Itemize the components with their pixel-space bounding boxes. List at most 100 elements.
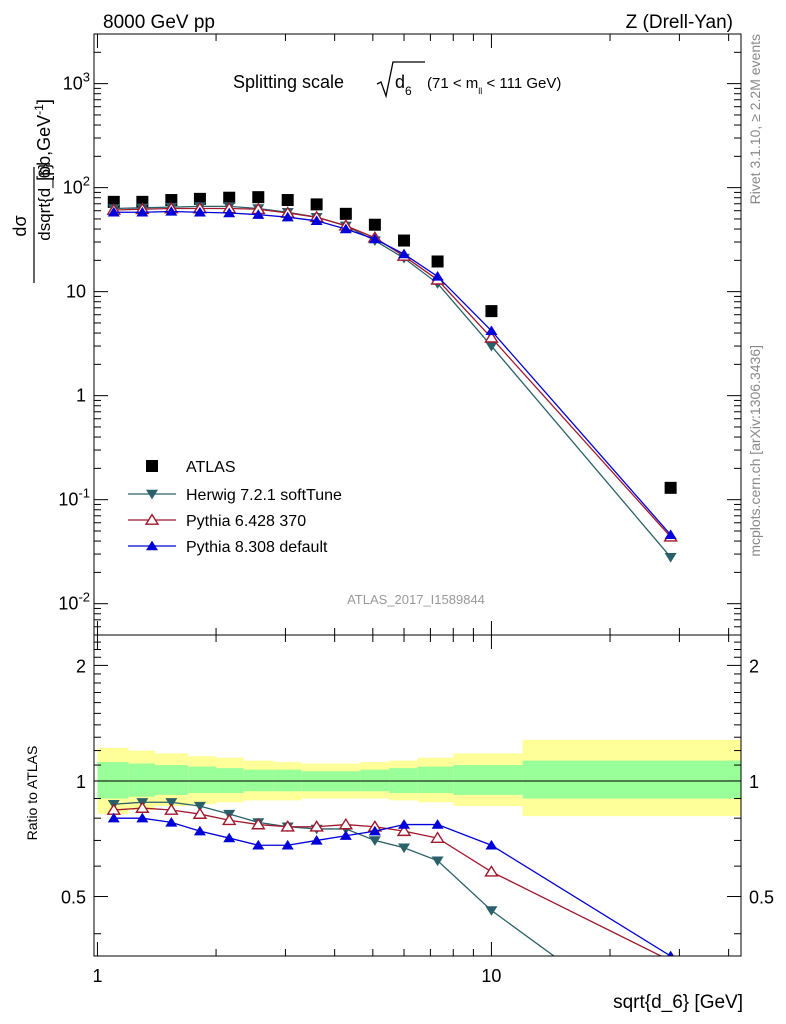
main-ylabel-unit-close: ] bbox=[34, 99, 54, 104]
data-point bbox=[431, 856, 444, 867]
ratio-series-line bbox=[113, 817, 671, 956]
rivet-version-label: Rivet 3.1.10, ≥ 2.2M events bbox=[747, 34, 763, 204]
ratio-series-line bbox=[113, 801, 555, 956]
data-point bbox=[223, 191, 236, 204]
data-point bbox=[485, 305, 498, 318]
ratio-panel-frame bbox=[93, 634, 742, 957]
data-point bbox=[431, 255, 444, 268]
data-point bbox=[280, 820, 295, 832]
y-tick-label: 10-2 bbox=[58, 590, 90, 614]
data-point bbox=[310, 835, 323, 845]
ratio-y-tick-label: 2 bbox=[76, 656, 86, 676]
main-ylabel-unit-exp: -1 bbox=[32, 104, 46, 115]
data-point bbox=[398, 843, 411, 854]
main-title-symbol: d bbox=[395, 72, 405, 92]
ratio-uncertainty-bands bbox=[94, 739, 741, 817]
data-point bbox=[431, 819, 444, 829]
data-point bbox=[251, 817, 266, 830]
data-point bbox=[431, 271, 444, 281]
stat-uncertainty-band bbox=[155, 765, 189, 795]
data-point bbox=[164, 803, 179, 815]
data-point bbox=[485, 906, 498, 916]
ratio-series-line bbox=[113, 807, 663, 956]
stat-uncertainty-band bbox=[417, 766, 454, 794]
data-point bbox=[136, 812, 149, 823]
header-right: Z (Drell-Yan) bbox=[626, 12, 733, 33]
data-point bbox=[107, 812, 120, 823]
stat-uncertainty-band bbox=[522, 760, 741, 799]
ratio-y-tick-label-right: 2 bbox=[749, 656, 759, 676]
y-tick-label: 1 bbox=[76, 386, 86, 406]
data-point bbox=[664, 552, 677, 563]
data-point bbox=[192, 807, 208, 819]
data-point bbox=[664, 529, 677, 539]
data-point bbox=[252, 839, 265, 850]
stat-uncertainty-band bbox=[97, 762, 129, 799]
ratio-axes: 1 10 0.5 0.5 1 1 2 2 bbox=[61, 635, 774, 986]
data-point bbox=[281, 194, 294, 207]
data-point bbox=[165, 798, 178, 808]
data-point bbox=[339, 207, 352, 220]
ratio-y-tick-label: 0.5 bbox=[61, 888, 86, 908]
data-point bbox=[146, 540, 158, 551]
series-line bbox=[113, 207, 672, 538]
legend-label: Pythia 8.308 default bbox=[186, 539, 328, 556]
legend-item: Herwig 7.2.1 softTune bbox=[128, 487, 342, 504]
data-point bbox=[107, 206, 120, 217]
data-point bbox=[223, 207, 236, 218]
main-title-symbol-sub: 6 bbox=[405, 84, 412, 98]
y-tick-label: 10 bbox=[66, 282, 86, 302]
series-herwig-7-2-1-softtune bbox=[107, 202, 677, 563]
data-point bbox=[368, 825, 381, 836]
data-point bbox=[221, 813, 237, 826]
main-ylabel-den: dsqrt{d_6} bbox=[35, 163, 54, 241]
data-point bbox=[398, 819, 411, 829]
data-point bbox=[193, 825, 206, 836]
data-point bbox=[144, 513, 160, 525]
main-ylabel: dσ dsqrt{d_6} [pb,GeV-1] bbox=[10, 99, 54, 283]
data-point bbox=[146, 489, 158, 500]
ratio-y-tick-label: 1 bbox=[76, 772, 86, 792]
data-point bbox=[669, 954, 672, 956]
ratio-series-pythia-6-428-370 bbox=[106, 801, 672, 956]
main-title-range-prefix: (71 < m bbox=[427, 75, 478, 92]
data-point bbox=[165, 816, 178, 827]
x-axis-label: sqrt{d_6} [GeV] bbox=[613, 992, 743, 1013]
main-ylabel-unit-text: [pb,GeV bbox=[34, 115, 54, 181]
data-point bbox=[193, 206, 206, 217]
legend-item: Pythia 6.428 370 bbox=[128, 513, 306, 530]
main-axes: 10-2 10-1 1 10 102 103 bbox=[58, 33, 741, 636]
ratio-y-tick-label-right: 0.5 bbox=[749, 888, 774, 908]
data-point bbox=[223, 832, 236, 843]
series-line bbox=[113, 205, 672, 558]
data-point bbox=[485, 325, 498, 336]
ratio-ylabel: Ratio to ATLAS bbox=[24, 746, 40, 841]
data-point bbox=[484, 331, 499, 343]
data-point bbox=[664, 481, 677, 494]
series-pythia-8-308-default bbox=[107, 206, 677, 539]
data-point bbox=[165, 206, 178, 216]
ratio-y-tick-label-right: 1 bbox=[749, 772, 759, 792]
main-title-range-suffix: < 111 GeV) bbox=[482, 75, 561, 92]
data-point bbox=[193, 192, 206, 205]
stat-uncertainty-band bbox=[453, 765, 523, 795]
data-point bbox=[368, 233, 381, 244]
x-tick-label: 1 bbox=[92, 966, 102, 986]
main-title-range-sub: ll bbox=[478, 86, 482, 96]
data-point bbox=[484, 865, 499, 877]
y-tick-label: 10-1 bbox=[58, 486, 90, 510]
data-point bbox=[135, 801, 150, 813]
data-point bbox=[338, 817, 354, 830]
data-point bbox=[146, 460, 158, 472]
legend-label: ATLAS bbox=[186, 459, 236, 476]
data-point bbox=[252, 191, 265, 204]
analysis-id: ATLAS_2017_I1589844 bbox=[347, 592, 485, 607]
main-title-prefix: Splitting scale bbox=[233, 72, 344, 92]
data-point bbox=[398, 248, 411, 259]
data-point bbox=[310, 198, 323, 211]
data-point bbox=[430, 831, 445, 843]
x-tick-label: 10 bbox=[481, 966, 501, 986]
ratio-series-pythia-8-308-default bbox=[107, 812, 675, 956]
header-left: 8000 GeV pp bbox=[103, 12, 215, 33]
